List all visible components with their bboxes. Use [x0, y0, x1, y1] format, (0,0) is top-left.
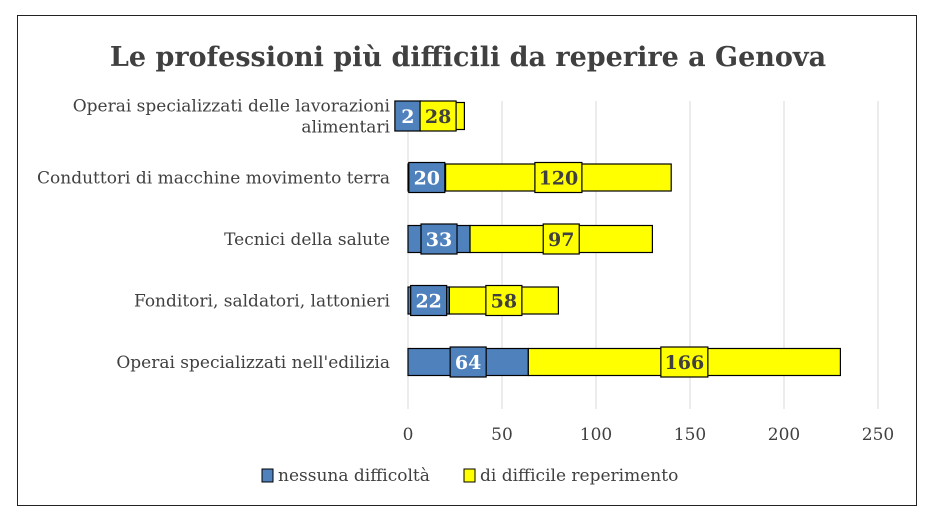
bars — [407, 101, 841, 377]
data-label-box-di-difficile-reperimento-3 — [542, 223, 580, 255]
data-label-nessuna-difficolt-2: 20 — [414, 168, 440, 190]
x-tick-label-150: 150 — [674, 425, 706, 445]
chart-svg: Le professioni più difficili da reperire… — [37, 42, 895, 486]
legend-swatch-di-difficile-reperimento — [463, 468, 476, 483]
data-label-di-difficile-reperimento-2: 120 — [539, 168, 579, 190]
data-label-nessuna-difficolt-1: 2 — [401, 106, 414, 128]
data-label-di-difficile-reperimento-1: 28 — [425, 106, 451, 128]
x-tick-label-100: 100 — [580, 425, 612, 445]
data-label-di-difficile-reperimento-4: 58 — [491, 291, 517, 313]
legend-label-nessuna-difficolt: nessuna difficoltà — [278, 466, 430, 486]
category-label-line: Tecnici della salute — [224, 230, 390, 250]
category-label-4: Fonditori, saldatori, lattonieri — [134, 292, 391, 312]
x-tick-label-0: 0 — [403, 425, 414, 445]
data-label-nessuna-difficolt-5: 64 — [455, 352, 481, 374]
data-label-nessuna-difficolt-3: 33 — [426, 229, 452, 251]
data-label-di-difficile-reperimento-5: 166 — [665, 352, 705, 374]
category-label-1: Operai specializzati delle lavorazioni al… — [73, 97, 391, 138]
category-label-line: Operai specializzati delle lavorazioni — [73, 97, 391, 117]
category-label-line: Fonditori, saldatori, lattonieri — [134, 292, 391, 312]
data-label-box-di-difficile-reperimento-4 — [485, 284, 523, 317]
chart-frame: Le professioni più difficili da reperire… — [17, 15, 917, 506]
data-label-box-nessuna-difficolt-5 — [449, 346, 487, 378]
x-tick-label-200: 200 — [768, 425, 800, 445]
chart-title: Le professioni più difficili da reperire… — [110, 42, 826, 73]
category-label-line: Conduttori di macchine movimento terra — [37, 169, 390, 189]
category-label-3: Tecnici della salute — [224, 230, 390, 250]
data-labels: 2 28 20 120 33 97 22 58 64 166 — [394, 100, 709, 378]
category-label-line: alimentari — [301, 118, 390, 138]
x-tick-label-250: 250 — [862, 425, 894, 445]
category-label-2: Conduttori di macchine movimento terra — [37, 169, 390, 189]
legend-swatch-nessuna-difficolt — [261, 468, 274, 483]
legend-label-di-difficile-reperimento: di difficile reperimento — [480, 466, 678, 486]
legend: nessuna difficoltà di difficile reperimen… — [261, 466, 678, 486]
category-label-5: Operai specializzati nell'edilizia — [116, 353, 390, 373]
data-label-box-di-difficile-reperimento-1 — [419, 100, 457, 132]
data-label-box-nessuna-difficolt-4 — [410, 284, 448, 317]
category-label-line: Operai specializzati nell'edilizia — [116, 353, 390, 373]
data-label-nessuna-difficolt-4: 22 — [415, 291, 441, 313]
x-tick-label-50: 50 — [491, 425, 513, 445]
category-labels: Operai specializzati delle lavorazioni al… — [37, 97, 391, 374]
x-axis-ticks: 0 50 100 150 200 250 — [403, 425, 895, 445]
data-label-box-nessuna-difficolt-3 — [420, 223, 458, 255]
data-label-box-nessuna-difficolt-2 — [408, 161, 446, 194]
data-label-box-di-difficile-reperimento-5 — [660, 346, 709, 378]
data-label-di-difficile-reperimento-3: 97 — [548, 229, 574, 251]
data-label-box-di-difficile-reperimento-2 — [534, 161, 583, 194]
data-label-box-nessuna-difficolt-1 — [394, 100, 422, 132]
